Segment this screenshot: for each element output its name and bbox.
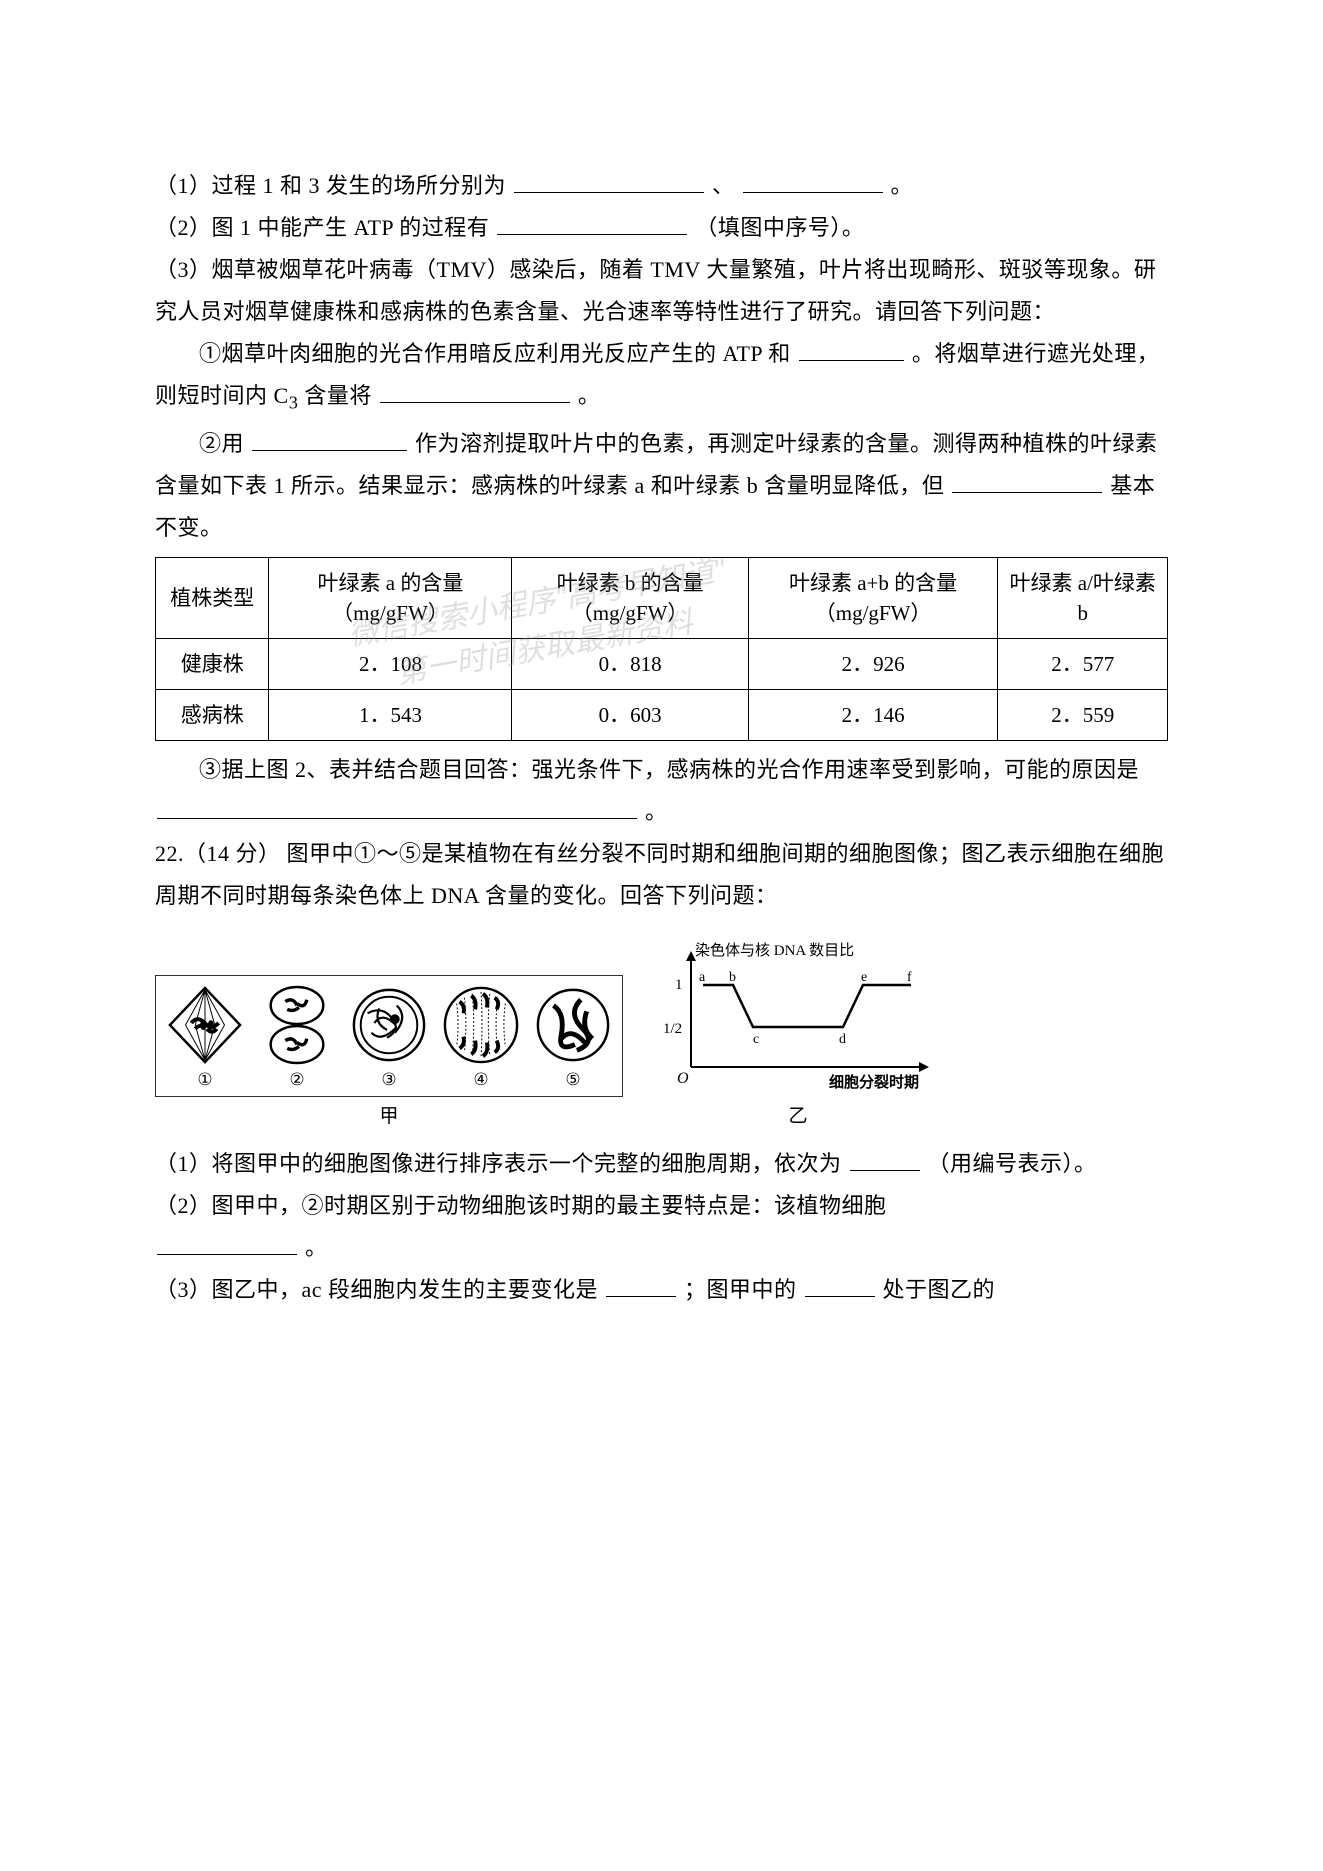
text: （填图中序号）。 (695, 215, 864, 240)
q22-part1: （1）将图甲中的细胞图像进行排序表示一个完整的细胞周期，依次为 （用编号表示）。 (155, 1143, 1168, 1185)
graph-tick: 1/2 (663, 1021, 682, 1037)
cell-number: ③ (381, 1070, 396, 1090)
q21-sub3: ③据上图 2、表并结合题目回答：强光条件下，感病株的光合作用速率受到影响，可能的… (155, 749, 1168, 833)
cell-1: ① (166, 984, 244, 1090)
cell-2: ② (258, 984, 336, 1090)
graph-pt: f (907, 970, 912, 985)
cell-diagram-icon (258, 984, 336, 1066)
dna-ratio-graph: 染色体与核 DNA 数目比 1 1/2 O 细胞分裂时期 a b c d e f (653, 937, 943, 1097)
graph-pt: d (839, 1032, 846, 1047)
blank (952, 470, 1102, 493)
graph-xlabel: 细胞分裂时期 (829, 1073, 919, 1091)
cell-type: 健康株 (156, 639, 269, 690)
th-chl-b: 叶绿素 b 的含量（mg/gFW） (512, 558, 748, 639)
blank (850, 1148, 920, 1171)
blank (514, 170, 704, 193)
text: ；图甲中的 (684, 1277, 797, 1302)
cell-ab: 2．146 (748, 690, 998, 741)
blank (805, 1274, 875, 1297)
cell-diagram-icon (442, 984, 520, 1066)
q22-part3: （3）图乙中，ac 段细胞内发生的主要变化是 ；图甲中的 处于图乙的 (155, 1269, 1168, 1311)
q22-part2-blank: 。 (155, 1227, 1168, 1269)
graph-origin: O (677, 1070, 689, 1087)
cell-b: 0．603 (512, 690, 748, 741)
cell-ab: 2．926 (748, 639, 998, 690)
text: 、 (712, 173, 735, 198)
text: 。 (891, 173, 914, 198)
figure-yi: 染色体与核 DNA 数目比 1 1/2 O 细胞分裂时期 a b c d e f… (653, 937, 943, 1128)
graph-pt: a (699, 970, 706, 985)
blank (799, 338, 904, 361)
cell-a: 2．108 (269, 639, 512, 690)
text: 。 (578, 383, 601, 408)
text: （1）将图甲中的细胞图像进行排序表示一个完整的细胞周期，依次为 (155, 1151, 842, 1176)
graph-pt: e (861, 970, 867, 985)
table-header-row: 植株类型 叶绿素 a 的含量（mg/gFW） 叶绿素 b 的含量（mg/gFW）… (156, 558, 1168, 639)
q22-head: 22.（14 分） 图甲中①～⑤是某植物在有丝分裂不同时期和细胞间期的细胞图像；… (155, 833, 1168, 917)
text: ①烟草叶肉细胞的光合作用暗反应利用光反应产生的 ATP 和 (199, 341, 791, 366)
cell-ratio: 2．577 (998, 639, 1168, 690)
text: （1）过程 1 和 3 发生的场所分别为 (155, 173, 506, 198)
th-chl-a: 叶绿素 a 的含量（mg/gFW） (269, 558, 512, 639)
table-row: 感病株 1．543 0．603 2．146 2．559 (156, 690, 1168, 741)
th-chl-ab: 叶绿素 a+b 的含量（mg/gFW） (748, 558, 998, 639)
cell-number: ① (197, 1070, 212, 1090)
cell-a: 1．543 (269, 690, 512, 741)
text: ②用 (199, 431, 244, 456)
th-ratio: 叶绿素 a/叶绿素 b (998, 558, 1168, 639)
cell-number: ② (289, 1070, 304, 1090)
chlorophyll-table: 植株类型 叶绿素 a 的含量（mg/gFW） 叶绿素 b 的含量（mg/gFW）… (155, 557, 1168, 741)
blank (252, 428, 407, 451)
blank (497, 212, 687, 235)
graph-pt: b (729, 970, 736, 985)
q21-sub2: ②用 作为溶剂提取叶片中的色素，再测定叶绿素的含量。测得两种植株的叶绿素含量如下… (155, 423, 1168, 549)
blank (157, 1232, 297, 1255)
blank (380, 380, 570, 403)
th-type: 植株类型 (156, 558, 269, 639)
figure-label-yi: 乙 (788, 1101, 807, 1128)
table-row: 健康株 2．108 0．818 2．926 2．577 (156, 639, 1168, 690)
cell-b: 0．818 (512, 639, 748, 690)
cell-number: ⑤ (565, 1070, 580, 1090)
text: （2）图 1 中能产生 ATP 的过程有 (155, 215, 489, 240)
q21-sub1: ①烟草叶肉细胞的光合作用暗反应利用光反应产生的 ATP 和 。将烟草进行遮光处理… (155, 333, 1168, 423)
figure-label-jia: 甲 (155, 1101, 623, 1128)
text: 。 (645, 799, 668, 824)
cell-diagram-icon (166, 984, 244, 1066)
figure-jia: ① ② (155, 975, 623, 1097)
exam-page: （1）过程 1 和 3 发生的场所分别为 、 。 （2）图 1 中能产生 ATP… (0, 0, 1323, 1371)
q21-part1: （1）过程 1 和 3 发生的场所分别为 、 。 (155, 165, 1168, 207)
text: （3）图乙中，ac 段细胞内发生的主要变化是 (155, 1277, 598, 1302)
cell-number: ④ (473, 1070, 488, 1090)
text: ③据上图 2、表并结合题目回答：强光条件下，感病株的光合作用速率受到影响，可能的… (199, 757, 1139, 782)
blank (157, 796, 637, 819)
text: （用编号表示）。 (928, 1151, 1097, 1176)
cell-ratio: 2．559 (998, 690, 1168, 741)
blank (743, 170, 883, 193)
text: 含量将 (304, 383, 372, 408)
q22-part2: （2）图甲中，②时期区别于动物细胞该时期的最主要特点是：该植物细胞 (155, 1185, 1168, 1227)
text: （2）图甲中，②时期区别于动物细胞该时期的最主要特点是：该植物细胞 (155, 1193, 887, 1218)
cell-diagram-icon (350, 984, 428, 1066)
graph-tick: 1 (675, 977, 683, 993)
cell-diagram-icon (534, 984, 612, 1066)
figures-row: ① ② (155, 937, 1168, 1128)
q21-part3: （3）烟草被烟草花叶病毒（TMV）感染后，随着 TMV 大量繁殖，叶片将出现畸形… (155, 249, 1168, 333)
text: 处于图乙的 (883, 1277, 996, 1302)
blank (606, 1274, 676, 1297)
cell-type: 感病株 (156, 690, 269, 741)
cell-5: ⑤ (534, 984, 612, 1090)
cell-4: ④ (442, 984, 520, 1090)
cell-3: ③ (350, 984, 428, 1090)
text: 。 (305, 1235, 328, 1260)
graph-ylabel: 染色体与核 DNA 数目比 (695, 942, 854, 959)
graph-pt: c (753, 1032, 759, 1047)
figure-jia-wrap: ① ② (155, 975, 623, 1128)
cells-row: ① ② (166, 984, 612, 1090)
q21-part2: （2）图 1 中能产生 ATP 的过程有 （填图中序号）。 (155, 207, 1168, 249)
